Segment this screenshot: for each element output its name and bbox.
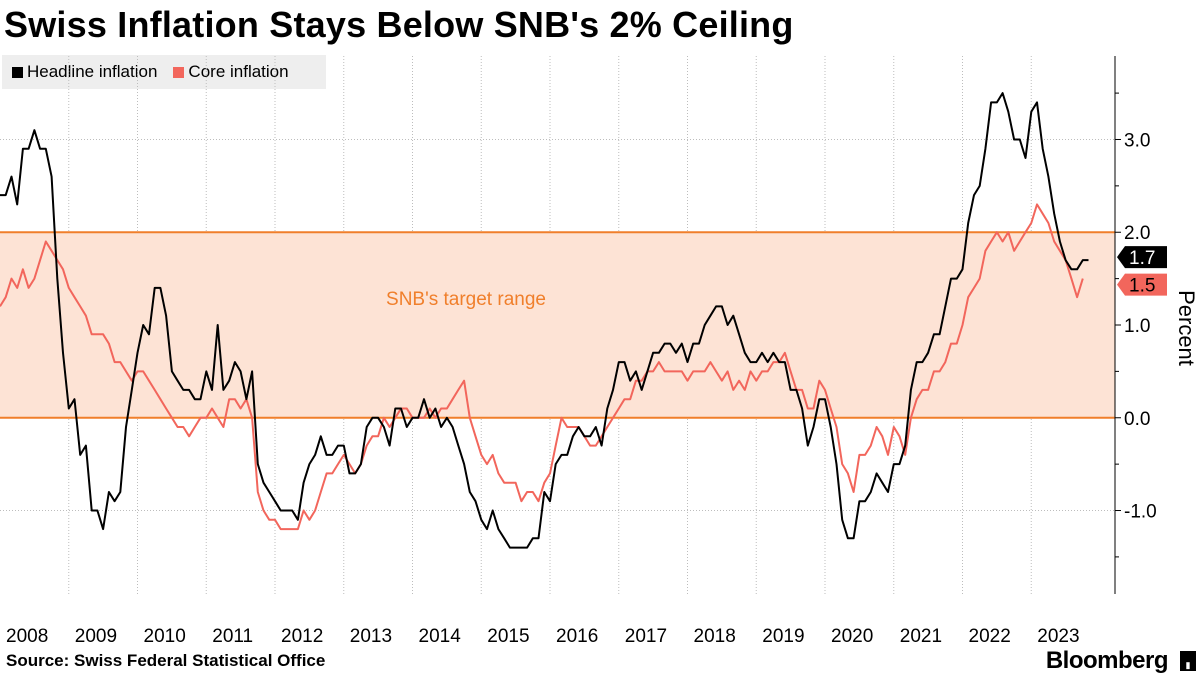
x-tick-label: 2009	[75, 626, 117, 647]
last-value-label: 1.5	[1129, 276, 1155, 297]
y-axis-label-box: Percent	[1171, 280, 1200, 375]
x-tick-label: 2017	[625, 626, 667, 647]
last-value-flag	[1117, 246, 1167, 269]
x-tick-label: 2018	[694, 626, 736, 647]
axes: 3.0 2.0 1.0 0.0 -1.0 2008 2009 2010 2011 2012 2013…	[6, 56, 1167, 647]
x-tick-label: 2022	[969, 626, 1011, 647]
legend-label-core: Core inflation	[188, 62, 289, 81]
chart-title: Swiss Inflation Stays Below SNB's 2% Cei…	[4, 4, 794, 45]
x-tick-label: 2019	[762, 626, 804, 647]
legend-item-headline: Headline inflation	[12, 62, 157, 82]
x-tick-label: 2020	[831, 626, 873, 647]
x-tick-label: 2011	[212, 626, 253, 647]
bloomberg-logo: Bloomberg	[1045, 647, 1169, 674]
x-tick-label: 2014	[419, 626, 462, 647]
x-tick-label: 2008	[6, 626, 48, 647]
y-tick-label: 0.0	[1124, 409, 1150, 430]
x-tick-label: 2010	[144, 626, 186, 647]
legend-swatch-headline	[12, 66, 23, 78]
y-tick-label: 2.0	[1124, 223, 1150, 244]
source-note: Source: Swiss Federal Statistical Office	[6, 651, 326, 670]
last-value-flag	[1117, 273, 1167, 296]
x-tick-label: 2023	[1037, 626, 1079, 647]
legend: Headline inflation Core inflation	[2, 55, 326, 89]
x-tick-label: 2015	[487, 626, 529, 647]
headline-inflation-line	[0, 92, 1089, 549]
y-tick-label: 3.0	[1124, 130, 1150, 151]
x-tick-label: 2012	[281, 626, 323, 647]
x-tick-label: 2016	[556, 626, 598, 647]
legend-item-core: Core inflation	[173, 62, 289, 82]
core-inflation-line	[0, 203, 1084, 531]
bloomberg-badge-icon: ▮	[1180, 651, 1196, 671]
x-tick-label: 2013	[350, 626, 392, 647]
band-label: SNB's target range	[386, 289, 546, 310]
x-tick-label: 2021	[900, 626, 942, 647]
y-axis-label: Percent	[1174, 289, 1199, 366]
y-tick-label: 1.0	[1124, 316, 1150, 337]
legend-swatch-core	[173, 66, 185, 78]
series-lines	[0, 92, 1089, 549]
legend-label-headline: Headline inflation	[27, 62, 158, 81]
last-value-label: 1.7	[1129, 248, 1155, 269]
y-tick-label: -1.0	[1124, 502, 1157, 523]
